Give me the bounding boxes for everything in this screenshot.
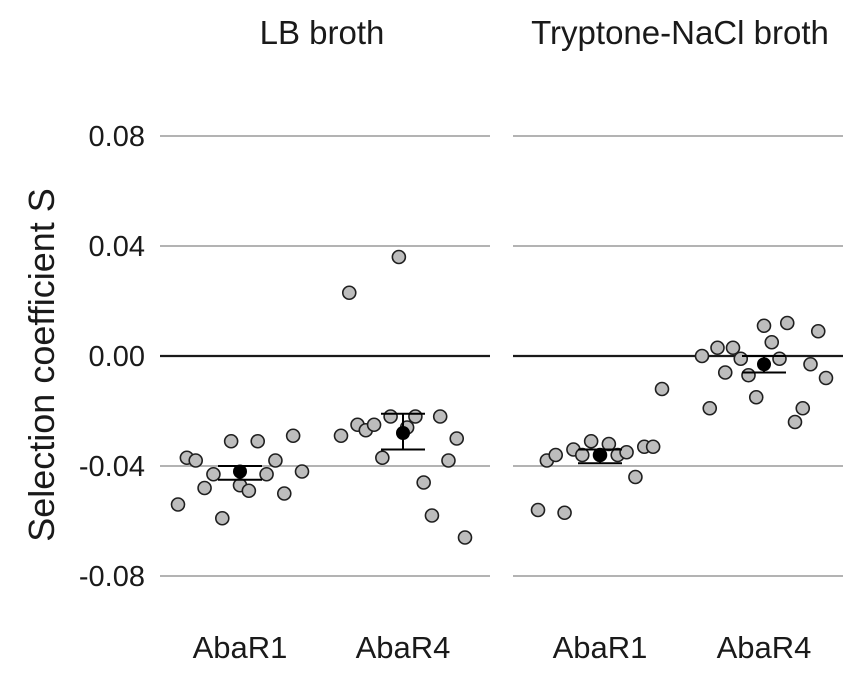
panel-title: LB broth: [260, 14, 385, 51]
y-axis-title: Selection coefficient S: [21, 188, 62, 542]
data-point: [424, 508, 440, 523]
data-point: [250, 433, 266, 449]
data-point: [741, 367, 756, 383]
category-label: AbaR4: [717, 630, 812, 665]
data-point: [756, 318, 772, 334]
data-point: [214, 510, 230, 526]
data-point: [285, 428, 301, 444]
data-point: [441, 453, 456, 468]
data-point: [276, 486, 292, 501]
y-tick-label: 0.04: [89, 231, 145, 263]
panel-titles: LB broth Tryptone-NaCl broth: [260, 14, 829, 51]
data-point: [197, 480, 212, 496]
data-point: [449, 431, 465, 446]
category-labels: AbaR1 AbaR4 AbaR1 AbaR4: [193, 630, 812, 665]
data-point: [416, 475, 431, 490]
data-point: [772, 351, 787, 367]
y-tick-label: -0.04: [79, 451, 145, 483]
data-point: [206, 466, 221, 482]
data-point: [725, 340, 741, 356]
data-points: [170, 249, 834, 545]
data-point: [748, 389, 764, 405]
data-point: [694, 348, 710, 364]
data-point: [795, 400, 811, 416]
y-tick-label: -0.08: [79, 561, 145, 593]
data-point: [645, 439, 661, 455]
data-point: [268, 453, 283, 468]
data-point: [628, 469, 643, 485]
data-point: [457, 530, 473, 545]
data-point: [702, 400, 718, 416]
category-label: AbaR4: [356, 630, 451, 665]
data-point: [764, 334, 780, 350]
data-point: [391, 249, 407, 265]
data-point: [170, 497, 186, 512]
mean-point: [396, 426, 410, 440]
data-point: [341, 285, 357, 301]
data-point: [530, 502, 546, 518]
data-point: [733, 351, 749, 367]
mean-point: [757, 357, 771, 372]
y-tick-labels: 0.08 0.04 0.00 -0.04 -0.08: [79, 121, 145, 593]
data-point: [717, 365, 733, 380]
data-point: [818, 370, 834, 386]
mean-point: [593, 448, 607, 462]
data-point: [383, 409, 398, 424]
category-label: AbaR1: [553, 630, 648, 665]
mean-point: [233, 464, 247, 479]
data-point: [366, 417, 382, 433]
data-point: [223, 433, 239, 449]
panel-title: Tryptone-NaCl broth: [531, 14, 829, 51]
y-tick-label: 0.00: [89, 341, 145, 373]
data-point: [188, 453, 204, 468]
data-point: [779, 315, 795, 331]
data-point: [710, 340, 725, 356]
data-point: [654, 381, 670, 397]
data-point: [787, 414, 803, 430]
data-point: [803, 356, 818, 372]
y-tick-label: 0.08: [89, 121, 145, 153]
data-point: [375, 450, 390, 466]
category-label: AbaR1: [193, 630, 288, 665]
data-point: [810, 323, 826, 339]
data-point: [548, 447, 564, 463]
data-point: [432, 409, 448, 424]
data-point: [557, 505, 572, 521]
data-point: [259, 466, 274, 482]
data-point: [408, 409, 423, 424]
data-point: [241, 483, 257, 499]
data-point: [294, 464, 310, 479]
mean-error-bars: [218, 355, 786, 481]
data-point: [333, 428, 349, 444]
data-point: [583, 433, 599, 449]
data-point: [619, 444, 634, 460]
grid-layer: [160, 135, 843, 577]
